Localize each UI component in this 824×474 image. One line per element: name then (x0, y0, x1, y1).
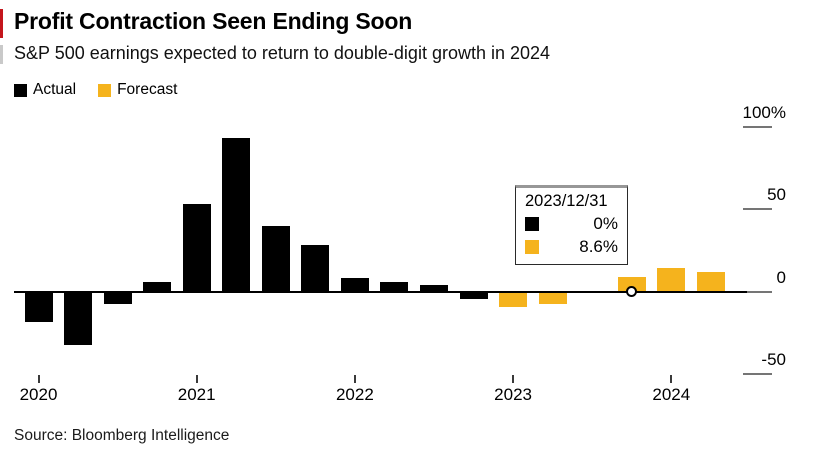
actual-swatch-icon (14, 83, 27, 97)
bar-actual-2022Q3[interactable] (420, 284, 448, 292)
y-axis-tick-0 (743, 290, 772, 293)
x-axis-label-2024: 2024 (652, 385, 691, 404)
tooltip-row-actual: 0% (525, 214, 618, 234)
y-axis-label-100: 100% (742, 102, 786, 122)
legend: Actual Forecast (14, 81, 177, 99)
bar-actual-2021Q4[interactable] (301, 245, 330, 292)
forecast-swatch-icon (98, 83, 112, 97)
tooltip-forecast-value: 8.6% (579, 237, 618, 256)
legend-item-forecast[interactable]: Forecast (98, 81, 177, 99)
source-credit: Source: Bloomberg Intelligence (14, 427, 230, 444)
x-axis-label-2020: 2020 (19, 385, 58, 404)
bar-actual-2022Q2[interactable] (380, 281, 409, 292)
y-axis-tick-100 (743, 125, 772, 128)
y-axis-label-0: 0 (776, 267, 786, 287)
tooltip-actual-value: 0% (593, 214, 618, 233)
bar-forecast-2024Q2[interactable] (696, 271, 725, 292)
y-axis-label--50: -50 (761, 350, 786, 369)
x-axis-tick-2021 (195, 375, 198, 383)
bar-actual-2021Q1[interactable] (182, 204, 211, 292)
x-axis-label-2023: 2023 (494, 385, 532, 404)
highlight-marker-circle[interactable] (626, 286, 638, 297)
tooltip: 2023/12/31 0% 8.6% (515, 185, 628, 265)
x-axis-tick-2023 (512, 375, 515, 383)
bar-actual-2020Q4[interactable] (143, 281, 172, 292)
left-edge-accent-red (0, 9, 3, 38)
x-axis-label-2022: 2022 (335, 385, 374, 404)
legend-label-actual: Actual (33, 81, 77, 98)
bar-actual-2020Q1[interactable] (24, 292, 53, 323)
y-axis-label-50: 50 (767, 185, 786, 204)
chart-subtitle: S&P 500 earnings expected to return to d… (14, 43, 551, 63)
bar-actual-2021Q3[interactable] (261, 225, 290, 292)
bar-forecast-2023Q4[interactable] (617, 277, 646, 292)
bar-actual-2020Q2[interactable] (64, 292, 93, 346)
y-axis-tick--50 (743, 373, 772, 375)
legend-label-forecast: Forecast (117, 81, 178, 98)
x-axis-tick-2022 (353, 375, 356, 383)
y-axis-tick-50 (743, 208, 772, 210)
tooltip-actual-swatch-icon (525, 217, 539, 231)
zero-baseline (14, 290, 747, 293)
chart-title: Profit Contraction Seen Ending Soon (14, 8, 413, 34)
bar-forecast-2023Q2[interactable] (538, 292, 567, 305)
x-axis-tick-2020 (37, 375, 40, 383)
bar-actual-2022Q1[interactable] (340, 278, 369, 292)
tooltip-forecast-swatch-icon (525, 240, 539, 254)
bar-actual-2020Q3[interactable] (103, 292, 132, 305)
x-axis-tick-2024 (670, 375, 673, 383)
tooltip-date: 2023/12/31 (525, 192, 608, 210)
legend-item-actual[interactable]: Actual (14, 81, 76, 99)
tooltip-row-forecast: 8.6% (525, 237, 618, 257)
bar-forecast-2024Q1[interactable] (657, 268, 686, 292)
x-axis-label-2021: 2021 (177, 385, 216, 404)
left-edge-accent-gray (0, 45, 3, 64)
bar-forecast-2023Q1[interactable] (499, 292, 528, 307)
bar-actual-2022Q4[interactable] (459, 292, 488, 300)
bar-actual-2021Q2[interactable] (222, 138, 251, 292)
